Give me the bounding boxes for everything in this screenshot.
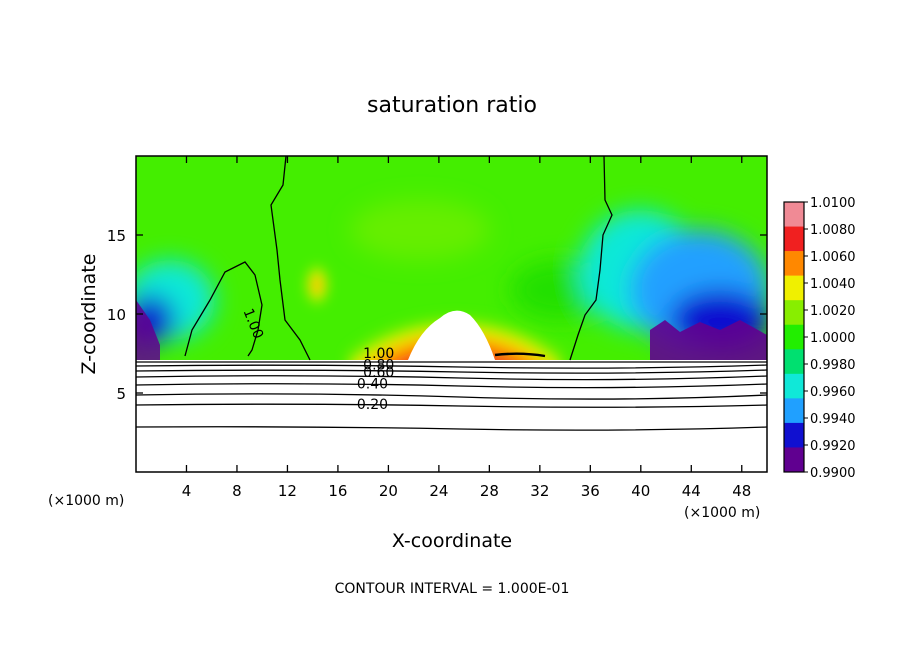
colorbar-swatch	[784, 275, 804, 301]
x-tick-label: 24	[429, 482, 448, 500]
contour-label: 0.40	[357, 376, 388, 392]
x-tick-label: 4	[182, 482, 192, 500]
heatmap-field	[136, 156, 767, 472]
x-tick-label: 32	[530, 482, 549, 500]
colorbar-swatch	[784, 300, 804, 326]
colorbar-tick-label: 0.9900	[810, 466, 856, 481]
y-tick-label: 5	[116, 385, 126, 403]
x-tick-label: 36	[581, 482, 600, 500]
colorbar-swatch	[784, 398, 804, 424]
colorbar-tick-label: 1.0100	[810, 196, 856, 211]
contour-label: 0.20	[357, 397, 388, 413]
contour-line-0p30	[135, 393, 768, 400]
contour-line-1p00-closed	[184, 261, 263, 357]
contour-line-0p80	[135, 369, 768, 374]
y-tick-label: 15	[107, 227, 126, 245]
colorbar-tick-label: 1.0020	[810, 304, 856, 319]
y-unit-label: (×1000 m)	[48, 493, 124, 509]
x-tick-label: 12	[278, 482, 297, 500]
contour-line-cluster	[494, 352, 546, 358]
x-unit-label: (×1000 m)	[684, 505, 760, 521]
contour-lines	[135, 155, 768, 431]
contour-line-0p10	[135, 426, 768, 431]
contour-label: 1.00	[363, 346, 394, 362]
colorbar-swatch	[784, 447, 804, 473]
y-tick-label: 10	[107, 306, 126, 324]
contour-line-1p00-west	[270, 155, 311, 361]
contour-label: 0.60	[363, 365, 394, 381]
x-tick-label: 44	[682, 482, 701, 500]
contour-line-1p00-east	[569, 155, 613, 361]
x-tick-label: 28	[480, 482, 499, 500]
colorbar-tick-label: 1.0080	[810, 223, 856, 238]
contour-label: 0.80	[363, 357, 394, 373]
colorbar-swatch	[784, 349, 804, 375]
contour-line-0p40	[135, 383, 768, 389]
contour-line-surface-2	[135, 364, 768, 369]
colorbar-tick-label: 0.9920	[810, 439, 856, 454]
colorbar-tick-label: 0.9980	[810, 358, 856, 373]
colorbar-tick-label: 0.9960	[810, 385, 856, 400]
x-axis-label: X-coordinate	[392, 530, 512, 552]
x-tick-label: 20	[379, 482, 398, 500]
colorbar-swatch	[784, 202, 804, 227]
x-tick-label: 40	[631, 482, 650, 500]
colorbar-tick-label: 1.0040	[810, 277, 856, 292]
colorbar-tick-label: 1.0060	[810, 250, 856, 265]
colorbar-tick-label: 1.0000	[810, 331, 856, 346]
x-tick-label: 16	[328, 482, 347, 500]
x-axis: 4 8 12 16 20 24 28 32 36 40 44 48	[182, 156, 751, 500]
colorbar-swatch	[784, 422, 804, 448]
x-tick-label: 48	[732, 482, 751, 500]
colorbar-swatch	[784, 324, 804, 350]
y-axis: 5 10 15	[107, 227, 767, 403]
contour-line-0p20	[135, 403, 768, 408]
y-axis-label: Z-coordinate	[78, 254, 100, 375]
contour-interval-note: CONTOUR INTERVAL = 1.000E-01	[335, 581, 570, 597]
chart-title: saturation ratio	[367, 93, 537, 118]
colorbar: 1.0100 1.0080 1.0060 1.0040 1.0020 1.0000 0.99…	[783, 196, 856, 481]
colorbar-tick-label: 0.9940	[810, 412, 856, 427]
contour-line-0p60	[135, 375, 768, 381]
x-tick-label: 8	[232, 482, 242, 500]
colorbar-swatch	[784, 251, 804, 276]
colorbar-swatch	[784, 226, 804, 252]
colorbar-swatch	[784, 373, 804, 399]
